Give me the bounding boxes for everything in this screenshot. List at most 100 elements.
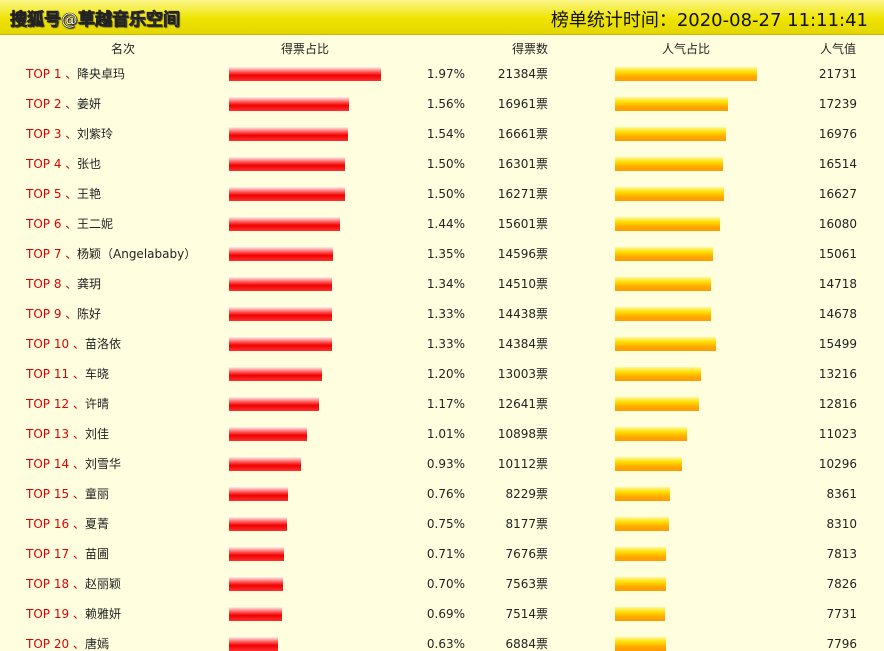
name: 唐嫣 [85,637,110,651]
popularity: 13216 [818,367,857,381]
rank: TOP 5 、 [26,187,78,201]
name: 王艳 [77,187,102,201]
rank: TOP 6 、 [26,217,78,231]
name: 车晓 [85,367,110,381]
name: 刘紫玲 [77,127,114,141]
vote-share: 1.44% [426,217,465,231]
vote-share: 1.54% [426,127,465,141]
popularity: 8310 [826,517,857,531]
vote-share: 1.01% [426,427,465,441]
popularity-bar [615,187,724,201]
popularity-bar [615,487,670,501]
rank: TOP 16 、 [26,517,85,531]
popularity: 7813 [826,547,857,561]
popularity: 7731 [826,607,857,621]
rank: TOP 14 、 [26,457,85,471]
popularity: 7826 [826,577,857,591]
popularity: 7796 [826,637,857,651]
column-header: 人气占比 [661,42,711,56]
popularity-bar [615,217,720,231]
popularity: 14678 [818,307,857,321]
votes: 8229票 [505,487,548,501]
popularity: 16976 [818,127,857,141]
column-header: 得票数 [511,42,549,56]
vote-share-bar [229,577,284,591]
name: 张也 [77,157,102,171]
name: 夏菁 [85,517,110,531]
votes: 6884票 [505,637,548,651]
vote-share: 1.34% [426,277,465,291]
vote-share-bar [229,517,287,531]
votes: 10112票 [497,457,548,471]
name: 陈好 [77,307,102,321]
rank: TOP 2 、 [26,97,78,111]
votes: 12641票 [497,397,548,411]
rank: TOP 10 、 [26,337,85,351]
votes: 15601票 [497,217,548,231]
votes: 7563票 [505,577,548,591]
vote-share: 1.17% [426,397,465,411]
popularity-bar [615,607,666,621]
votes: 16961票 [497,97,548,111]
popularity: 11023 [818,427,857,441]
votes: 14596票 [497,247,548,261]
popularity-bar [615,457,683,471]
vote-share: 1.50% [426,157,465,171]
votes: 16271票 [497,187,548,201]
popularity: 14718 [818,277,857,291]
vote-share: 1.20% [426,367,465,381]
name: 降央卓玛 [77,67,126,81]
vote-share-bar [229,247,334,261]
votes: 21384票 [497,67,548,81]
vote-share-bar [229,217,341,231]
name: 苗圃 [85,547,110,561]
votes: 14438票 [497,307,548,321]
rank: TOP 7 、 [26,247,78,261]
vote-share: 1.33% [426,337,465,351]
name: 赖雅妍 [85,607,122,621]
vote-share-bar [229,457,301,471]
votes: 16661票 [497,127,548,141]
name: 许晴 [85,397,110,411]
votes: 8177票 [505,517,548,531]
votes: 13003票 [497,367,548,381]
popularity: 10296 [818,457,857,471]
name: 刘雪华 [85,457,122,471]
vote-share-bar [229,487,288,501]
timestamp: 榜单统计时间：2020-08-27 11:11:41 [550,10,868,31]
vote-share-bar [229,637,278,651]
popularity: 17239 [818,97,857,111]
vote-share-bar [229,67,382,81]
column-header: 人气值 [819,42,857,56]
name: 刘佳 [85,427,110,441]
popularity-bar [615,517,670,531]
popularity-bar [615,397,699,411]
rank: TOP 9 、 [26,307,78,321]
popularity-bar [615,547,667,561]
vote-share-bar [229,127,348,141]
popularity-bar [615,247,714,261]
vote-share: 0.71% [426,547,465,561]
popularity-bar [615,307,711,321]
popularity-bar [615,277,712,291]
rank: TOP 1 、 [26,67,78,81]
popularity: 8361 [826,487,857,501]
popularity-bar [615,637,666,651]
popularity-bar [615,67,757,81]
vote-share-bar [229,337,332,351]
votes: 14384票 [497,337,548,351]
vote-share: 0.63% [426,637,465,651]
vote-share-bar [229,97,350,111]
vote-share: 0.76% [426,487,465,501]
popularity-bar [615,127,726,141]
rank: TOP 18 、 [26,577,85,591]
vote-share: 1.35% [426,247,465,261]
vote-share-bar [229,277,333,291]
name: 赵丽颖 [85,577,122,591]
popularity: 15061 [818,247,857,261]
rank: TOP 13 、 [26,427,85,441]
votes: 14510票 [497,277,548,291]
rank: TOP 19 、 [26,607,85,621]
popularity: 16080 [818,217,857,231]
